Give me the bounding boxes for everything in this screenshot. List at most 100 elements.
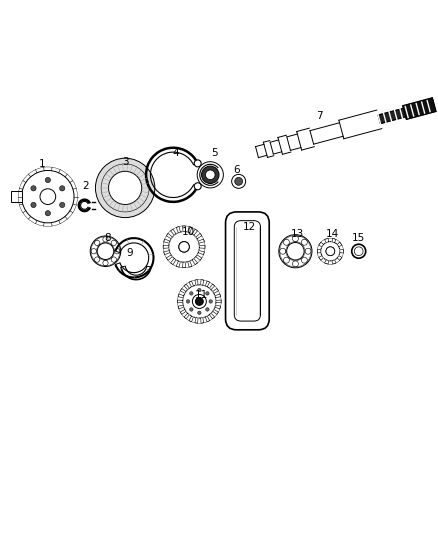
Circle shape [280,248,286,254]
Polygon shape [192,229,198,235]
Polygon shape [199,245,205,248]
Circle shape [31,185,36,191]
Text: 3: 3 [122,157,128,167]
Circle shape [90,236,121,266]
Circle shape [103,237,108,242]
Circle shape [232,174,246,188]
Polygon shape [188,261,192,267]
Circle shape [190,308,193,311]
Text: 9: 9 [126,248,133,259]
Text: 15: 15 [352,233,365,243]
Circle shape [354,247,363,256]
Polygon shape [196,255,202,260]
Polygon shape [339,110,382,139]
Circle shape [293,261,298,267]
Polygon shape [178,294,184,298]
Circle shape [279,235,312,268]
Circle shape [109,171,142,205]
Polygon shape [180,288,186,293]
Circle shape [321,241,340,261]
Polygon shape [213,288,219,293]
FancyBboxPatch shape [226,212,269,330]
Polygon shape [325,238,328,243]
Polygon shape [205,281,210,287]
Polygon shape [177,300,183,303]
Polygon shape [325,260,328,264]
Polygon shape [166,233,173,239]
Circle shape [205,308,209,311]
Polygon shape [216,300,221,303]
Text: 7: 7 [316,111,323,121]
Polygon shape [318,249,321,253]
Circle shape [283,257,290,263]
Circle shape [45,177,50,183]
Circle shape [95,158,155,217]
Circle shape [235,177,243,185]
Circle shape [283,239,290,245]
Polygon shape [164,251,170,255]
Polygon shape [178,305,184,309]
Circle shape [197,161,223,188]
Text: 4: 4 [172,148,179,158]
Polygon shape [205,316,210,322]
Circle shape [186,300,190,303]
Circle shape [205,170,215,180]
Polygon shape [183,226,186,232]
Polygon shape [195,280,198,285]
Circle shape [95,257,100,262]
Polygon shape [215,305,221,309]
Circle shape [198,288,201,292]
Polygon shape [319,256,323,260]
Circle shape [352,244,366,258]
Polygon shape [310,123,343,144]
Circle shape [21,171,74,223]
Polygon shape [263,141,274,157]
Circle shape [95,240,100,246]
Text: 13: 13 [291,229,304,239]
Circle shape [111,257,117,262]
Circle shape [209,300,212,303]
Circle shape [194,183,201,190]
Circle shape [293,236,298,241]
Polygon shape [403,98,436,119]
Polygon shape [170,229,176,235]
Polygon shape [319,242,323,247]
Polygon shape [176,261,180,267]
Circle shape [201,166,219,183]
Circle shape [111,240,117,246]
Polygon shape [297,128,314,150]
Circle shape [60,185,65,191]
Text: 10: 10 [182,227,195,237]
Polygon shape [337,256,342,260]
Text: 11: 11 [195,290,208,300]
Bar [11,191,21,203]
Circle shape [326,247,335,256]
Circle shape [103,260,108,265]
Polygon shape [270,140,282,154]
Circle shape [91,248,96,254]
Circle shape [205,292,209,295]
Text: 5: 5 [211,148,218,158]
Polygon shape [287,134,301,150]
Polygon shape [176,227,180,233]
Circle shape [183,285,216,318]
Circle shape [195,297,203,305]
Circle shape [287,243,304,260]
Text: 12: 12 [243,222,256,232]
Polygon shape [189,281,194,287]
FancyBboxPatch shape [234,221,261,321]
Circle shape [45,211,50,216]
Polygon shape [196,233,202,239]
Circle shape [326,247,335,256]
Circle shape [192,294,206,309]
Circle shape [169,231,199,262]
Polygon shape [189,316,194,322]
Polygon shape [255,144,267,158]
Polygon shape [170,259,176,265]
Polygon shape [183,262,186,268]
Polygon shape [201,318,204,323]
Polygon shape [213,310,219,314]
Circle shape [198,311,201,314]
Text: 14: 14 [326,229,339,239]
Text: 6: 6 [233,165,240,175]
